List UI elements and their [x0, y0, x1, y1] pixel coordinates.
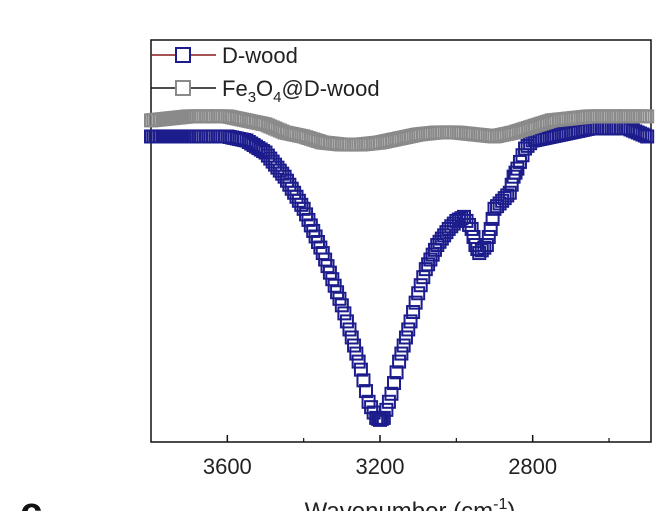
data-point [413, 278, 428, 293]
data-point [635, 127, 650, 142]
data-point [277, 169, 292, 184]
data-point [347, 338, 362, 353]
data-point [359, 384, 374, 399]
data-point [411, 286, 426, 301]
data-point [483, 221, 498, 236]
x-tick-label: 3600 [203, 454, 252, 479]
data-point [406, 305, 421, 320]
data-point [408, 295, 423, 310]
data-point [256, 144, 271, 159]
data-point [502, 185, 517, 200]
x-tick-label: 2800 [508, 454, 557, 479]
data-point [381, 394, 396, 409]
data-point [640, 129, 655, 144]
data-point [251, 141, 266, 156]
data-point [337, 306, 352, 321]
data-point [637, 128, 652, 143]
data-point [389, 365, 404, 380]
series-2 [144, 109, 655, 152]
data-point [421, 257, 436, 272]
data-point [279, 173, 294, 188]
plot-frame [150, 39, 652, 443]
data-point [394, 346, 409, 361]
data-point [374, 411, 389, 426]
data-point [384, 386, 399, 401]
data-point [387, 376, 402, 391]
data-point [477, 240, 492, 255]
data-point [418, 262, 433, 277]
legend-label: D-wood [222, 43, 298, 68]
legend-label: Fe3​O4​@D-wood [222, 76, 380, 106]
data-point [353, 362, 368, 377]
data-point [289, 189, 304, 204]
data-point [479, 238, 494, 253]
series-layer [144, 109, 655, 427]
data-point [356, 373, 371, 388]
legend-entry: D-wood [151, 43, 298, 68]
data-point [334, 298, 349, 313]
x-tick-label: 3200 [356, 454, 405, 479]
data-point [379, 402, 394, 417]
data-point [282, 177, 297, 192]
x-axis: 3600 3200 2800 [203, 435, 610, 479]
data-point [376, 410, 391, 425]
panel-letter: c [20, 490, 42, 511]
data-point [630, 125, 645, 140]
data-point [349, 346, 364, 361]
data-point [284, 181, 299, 196]
data-point [401, 322, 416, 337]
legend-entry: Fe3​O4​@D-wood [151, 76, 380, 106]
data-point [294, 197, 309, 212]
legend-marker [175, 47, 191, 63]
data-point [396, 338, 411, 353]
data-point [640, 109, 655, 124]
data-point [291, 193, 306, 208]
x-axis-label: Wavenumber (cm-1) [305, 496, 516, 511]
data-point [398, 330, 413, 345]
data-point [403, 314, 418, 329]
data-point [633, 126, 648, 141]
data-point [344, 330, 359, 345]
data-point [500, 188, 515, 203]
data-point [508, 165, 523, 180]
data-point [342, 322, 357, 337]
data-point [287, 185, 302, 200]
series-1 [144, 121, 655, 427]
data-point [481, 229, 496, 244]
legend: D-wood Fe3​O4​@D-wood [151, 43, 380, 106]
data-point [351, 354, 366, 369]
data-point [275, 166, 290, 181]
legend-marker [175, 80, 191, 96]
data-point [339, 314, 354, 329]
data-point [392, 354, 407, 369]
data-point [464, 221, 479, 236]
data-point [506, 169, 521, 184]
data-point [423, 252, 438, 267]
